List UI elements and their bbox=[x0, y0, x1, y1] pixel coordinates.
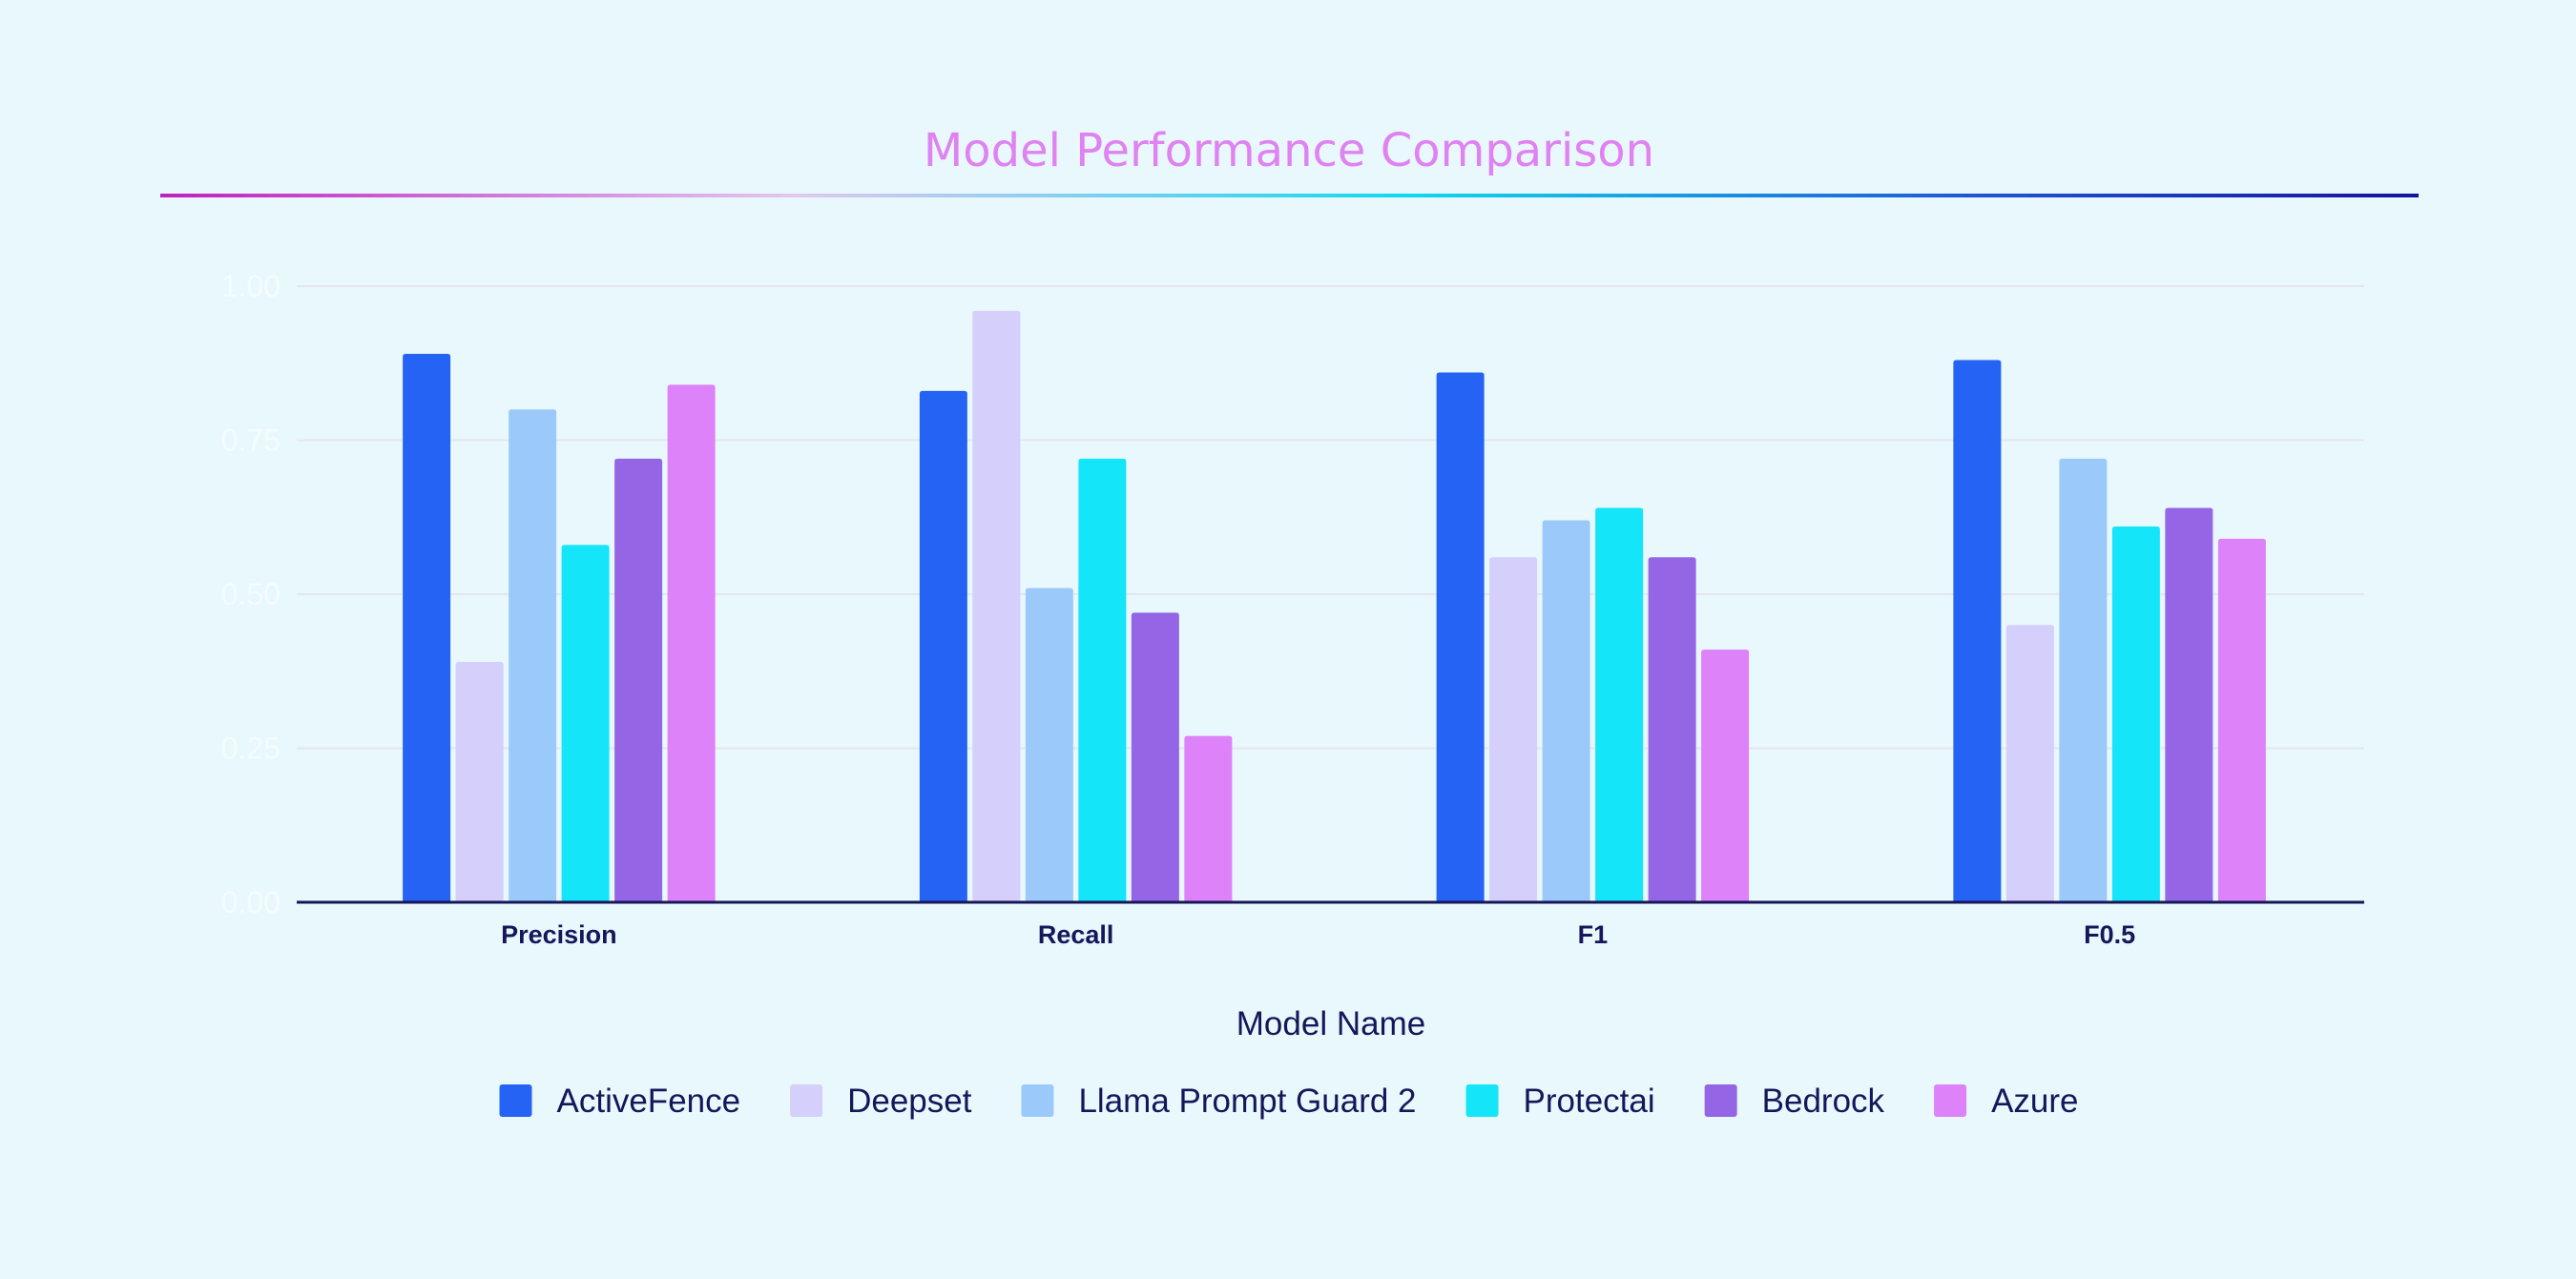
legend-label-bedrock: Bedrock bbox=[1762, 1083, 1885, 1120]
bar-bedrock-f1 bbox=[1648, 557, 1696, 902]
bar-protectai-f0-5 bbox=[2111, 526, 2160, 902]
legend: ActiveFence Deepset Llama Prompt Guard 2 Pr… bbox=[499, 1083, 2079, 1120]
bar-deepset-f0-5 bbox=[2005, 625, 2054, 902]
legend-label-azure: Azure bbox=[1991, 1083, 2078, 1120]
bar-deepset-precision bbox=[455, 662, 504, 902]
bar-llama-prompt-guard-2-recall bbox=[1025, 588, 1073, 902]
bar-activefence-precision bbox=[403, 354, 451, 902]
bar-llama-prompt-guard-2-precision bbox=[509, 409, 557, 902]
bar-activefence-f0-5 bbox=[1953, 360, 2002, 902]
legend-title: Model Name bbox=[1236, 1005, 1425, 1042]
bar-azure-f0-5 bbox=[2217, 538, 2266, 902]
bar-protectai-precision bbox=[561, 545, 610, 902]
bar-llama-prompt-guard-2-f0-5 bbox=[2059, 458, 2108, 902]
bar-azure-precision bbox=[667, 384, 716, 902]
chart-title: Model Performance Comparison bbox=[924, 124, 1654, 177]
y-tick-label: 0.00 bbox=[221, 885, 280, 919]
legend-label-deepset: Deepset bbox=[847, 1083, 972, 1120]
x-tick-label: F0.5 bbox=[2084, 920, 2135, 949]
legend-swatch-llama-prompt-guard-2 bbox=[1021, 1084, 1054, 1117]
legend-label-activefence: ActiveFence bbox=[557, 1083, 741, 1120]
bars bbox=[403, 310, 2266, 903]
bar-activefence-recall bbox=[919, 390, 967, 902]
x-tick-label: F1 bbox=[1578, 920, 1609, 949]
bar-bedrock-precision bbox=[614, 458, 663, 902]
title-underline bbox=[160, 194, 2419, 197]
bar-azure-f1 bbox=[1701, 650, 1750, 902]
bar-deepset-f1 bbox=[1489, 557, 1538, 902]
legend-swatch-azure bbox=[1934, 1084, 1967, 1117]
bar-bedrock-f0-5 bbox=[2165, 507, 2213, 902]
legend-swatch-bedrock bbox=[1704, 1084, 1737, 1117]
legend-swatch-activefence bbox=[499, 1084, 532, 1117]
legend-label-llama-prompt-guard-2: Llama Prompt Guard 2 bbox=[1078, 1083, 1416, 1120]
legend-label-protectai: Protectai bbox=[1524, 1083, 1655, 1120]
bar-protectai-f1 bbox=[1595, 507, 1644, 902]
x-axis: Precision Recall F1 F0.5 bbox=[501, 920, 2135, 949]
x-tick-label: Precision bbox=[501, 920, 617, 949]
bar-protectai-recall bbox=[1078, 458, 1127, 902]
bar-bedrock-recall bbox=[1131, 612, 1179, 902]
bar-llama-prompt-guard-2-f1 bbox=[1542, 520, 1590, 902]
y-axis: 0.00 0.25 0.50 0.75 1.00 bbox=[221, 269, 280, 919]
y-tick-label: 0.75 bbox=[221, 423, 280, 458]
bar-activefence-f1 bbox=[1436, 372, 1485, 902]
x-tick-label: Recall bbox=[1038, 920, 1114, 949]
bar-deepset-recall bbox=[972, 310, 1021, 903]
bar-azure-recall bbox=[1184, 735, 1233, 902]
y-tick-label: 1.00 bbox=[221, 269, 280, 303]
legend-swatch-deepset bbox=[790, 1084, 823, 1117]
legend-swatch-protectai bbox=[1465, 1084, 1499, 1117]
y-tick-label: 0.50 bbox=[221, 577, 280, 611]
y-tick-label: 0.25 bbox=[221, 732, 280, 766]
